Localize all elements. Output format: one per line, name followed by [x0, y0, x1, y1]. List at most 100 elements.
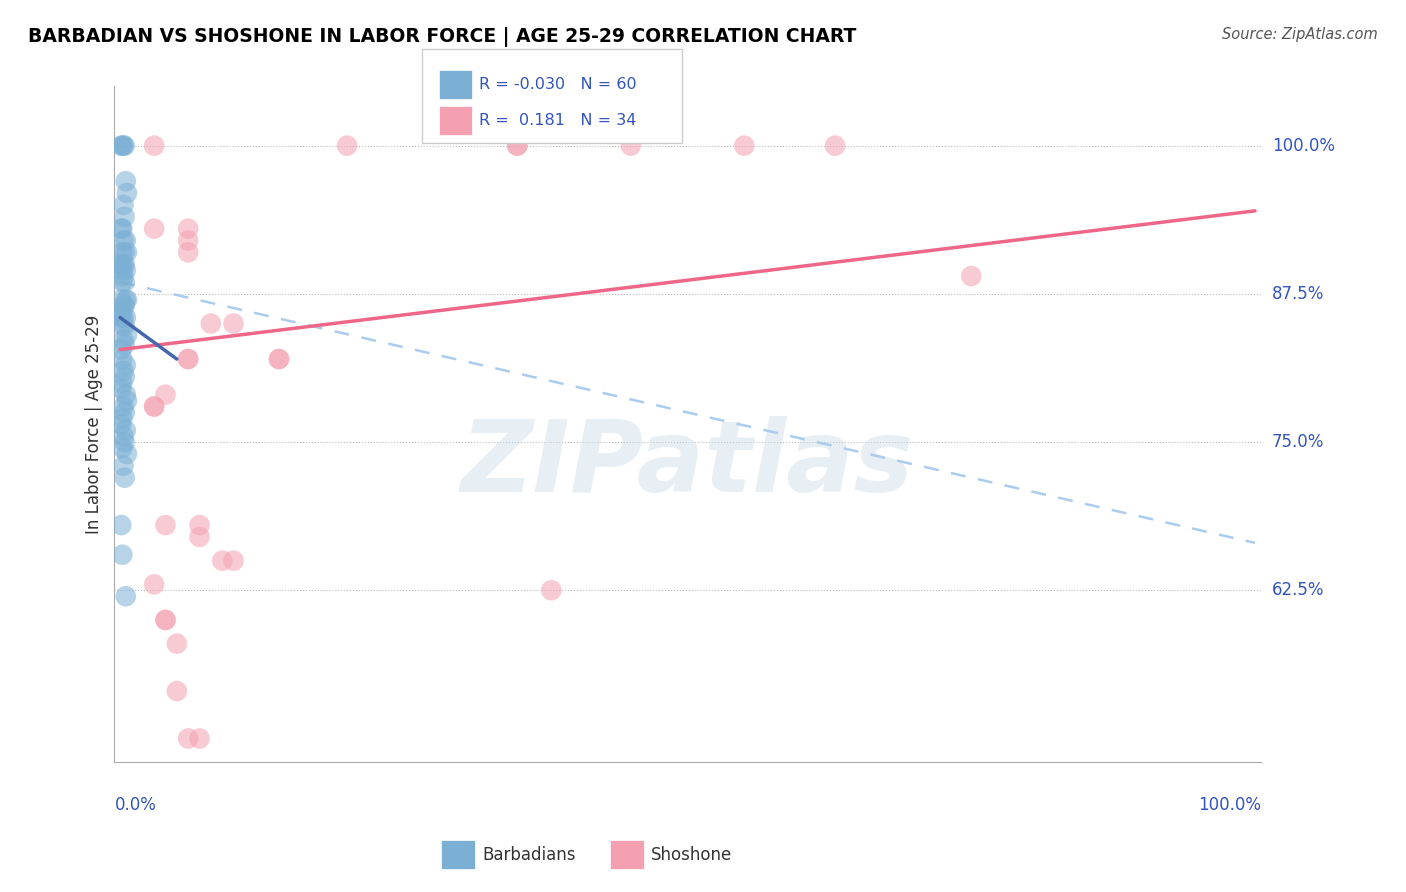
- Point: [114, 299, 136, 313]
- Point: [114, 318, 136, 333]
- Point: [110, 382, 132, 396]
- Point: [114, 234, 136, 248]
- Point: [114, 245, 136, 260]
- Point: [114, 263, 136, 277]
- Point: [177, 352, 200, 367]
- Point: [177, 245, 200, 260]
- Point: [620, 138, 643, 153]
- Point: [112, 429, 135, 443]
- Point: [114, 257, 136, 271]
- Point: [155, 613, 177, 627]
- Point: [110, 138, 132, 153]
- Text: BARBADIAN VS SHOSHONE IN LABOR FORCE | AGE 25-29 CORRELATION CHART: BARBADIAN VS SHOSHONE IN LABOR FORCE | A…: [28, 27, 856, 46]
- Point: [177, 234, 200, 248]
- Point: [506, 138, 529, 153]
- Point: [177, 352, 200, 367]
- Point: [110, 221, 132, 235]
- Point: [115, 447, 138, 461]
- Point: [114, 338, 136, 352]
- Point: [115, 245, 138, 260]
- Point: [188, 530, 211, 544]
- Point: [114, 210, 136, 224]
- Point: [114, 589, 136, 603]
- Point: [188, 731, 211, 746]
- Point: [114, 174, 136, 188]
- Point: [115, 328, 138, 343]
- Point: [112, 234, 135, 248]
- Point: [112, 198, 135, 212]
- Point: [111, 263, 134, 277]
- Point: [114, 310, 136, 325]
- Text: 0.0%: 0.0%: [114, 796, 156, 814]
- Point: [111, 441, 134, 455]
- Point: [267, 352, 290, 367]
- Text: 62.5%: 62.5%: [1272, 582, 1324, 599]
- Point: [177, 731, 200, 746]
- Point: [114, 138, 136, 153]
- Point: [540, 583, 562, 598]
- Point: [114, 369, 136, 384]
- Point: [733, 138, 755, 153]
- Point: [143, 400, 166, 414]
- Text: ZIPatlas: ZIPatlas: [461, 417, 914, 513]
- Point: [267, 352, 290, 367]
- Point: [110, 343, 132, 357]
- Point: [112, 299, 135, 313]
- Text: R = -0.030   N = 60: R = -0.030 N = 60: [479, 78, 637, 92]
- Point: [110, 417, 132, 432]
- Point: [114, 405, 136, 419]
- Text: Barbadians: Barbadians: [482, 846, 576, 863]
- Point: [143, 138, 166, 153]
- Point: [111, 376, 134, 390]
- Point: [177, 221, 200, 235]
- Point: [336, 138, 359, 153]
- Point: [111, 245, 134, 260]
- Point: [112, 333, 135, 347]
- Y-axis label: In Labor Force | Age 25-29: In Labor Force | Age 25-29: [86, 315, 103, 534]
- Point: [115, 393, 138, 408]
- Point: [114, 358, 136, 372]
- Point: [112, 310, 135, 325]
- Point: [111, 352, 134, 367]
- Point: [155, 387, 177, 401]
- Point: [112, 400, 135, 414]
- Point: [114, 435, 136, 450]
- Point: [112, 269, 135, 284]
- Point: [114, 293, 136, 307]
- Point: [112, 138, 135, 153]
- Point: [111, 275, 134, 289]
- Point: [143, 221, 166, 235]
- Point: [506, 138, 529, 153]
- Point: [110, 293, 132, 307]
- Point: [143, 400, 166, 414]
- Point: [112, 364, 135, 378]
- Text: Source: ZipAtlas.com: Source: ZipAtlas.com: [1222, 27, 1378, 42]
- Point: [110, 518, 132, 533]
- Point: [110, 310, 132, 325]
- Point: [115, 186, 138, 200]
- Point: [166, 637, 188, 651]
- Point: [111, 304, 134, 318]
- Point: [111, 548, 134, 562]
- Point: [155, 518, 177, 533]
- Point: [114, 387, 136, 401]
- Text: R =  0.181   N = 34: R = 0.181 N = 34: [479, 113, 637, 128]
- Text: Shoshone: Shoshone: [651, 846, 733, 863]
- Point: [110, 257, 132, 271]
- Point: [211, 554, 233, 568]
- Point: [114, 423, 136, 437]
- Point: [166, 684, 188, 698]
- Point: [200, 317, 222, 331]
- Point: [111, 318, 134, 333]
- Point: [112, 257, 135, 271]
- Point: [112, 458, 135, 473]
- Point: [222, 554, 245, 568]
- Point: [114, 470, 136, 484]
- Point: [115, 293, 138, 307]
- Point: [155, 613, 177, 627]
- Text: 100.0%: 100.0%: [1198, 796, 1261, 814]
- Point: [111, 138, 134, 153]
- Point: [222, 317, 245, 331]
- Point: [188, 518, 211, 533]
- Point: [143, 577, 166, 591]
